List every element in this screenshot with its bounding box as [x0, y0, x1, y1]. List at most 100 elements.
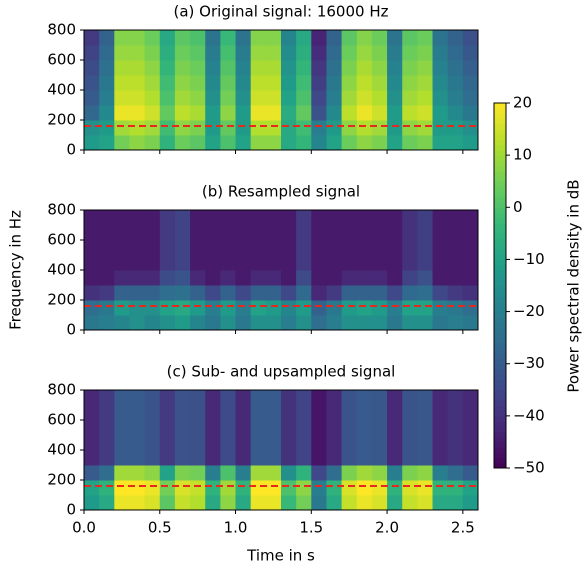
heatmap-cell: [190, 90, 206, 106]
heatmap-cell: [265, 390, 282, 406]
heatmap-cell: [220, 45, 237, 61]
heatmap-cell: [326, 30, 343, 46]
colorbar-swatch: [494, 342, 506, 349]
colorbar-tick-label: −20: [513, 302, 545, 320]
heatmap-cell: [144, 120, 161, 136]
heatmap-cell: [114, 60, 130, 76]
colorbar-swatch: [494, 259, 506, 266]
heatmap-cell: [144, 285, 161, 301]
heatmap-cell: [432, 435, 449, 451]
heatmap-cell: [99, 435, 115, 451]
heatmap-cell: [174, 495, 191, 511]
heatmap-cell: [432, 45, 449, 61]
colorbar-swatch: [494, 415, 506, 422]
heatmap-cell: [462, 435, 479, 451]
heatmap-cell: [371, 315, 388, 331]
heatmap-cell: [341, 300, 358, 316]
heatmap-cell: [99, 90, 115, 106]
heatmap-cell: [387, 105, 403, 121]
heatmap-cell: [462, 105, 479, 121]
x-tick-label: 1.0: [224, 519, 248, 537]
heatmap-cell: [190, 315, 206, 331]
heatmap-cell: [281, 285, 297, 301]
heatmap-cell: [84, 30, 100, 46]
heatmap-cell: [432, 405, 449, 421]
heatmap-cell: [296, 240, 312, 256]
heatmap-cell: [462, 120, 479, 136]
heatmap-cell: [84, 75, 100, 91]
heatmap-cell: [250, 225, 267, 241]
heatmap-cell: [387, 480, 403, 496]
colorbar-swatch: [494, 160, 506, 167]
heatmap-cell: [250, 315, 267, 331]
heatmap-cell: [281, 315, 297, 331]
colorbar-tick-label: −40: [513, 406, 545, 424]
colorbar-swatch: [494, 447, 506, 453]
heatmap-cell: [99, 255, 115, 271]
heatmap-cell: [356, 465, 373, 481]
colorbar-swatch: [494, 322, 506, 328]
panel-title: (b) Resampled signal: [202, 183, 360, 201]
heatmap-cell: [144, 45, 161, 61]
heatmap-cell: [265, 120, 282, 136]
heatmap-cell: [326, 75, 343, 91]
heatmap-cell: [326, 120, 343, 136]
heatmap-cell: [84, 255, 100, 271]
heatmap-cell: [235, 270, 252, 286]
heatmap-cell: [387, 240, 403, 256]
heatmap-cell: [205, 30, 221, 46]
heatmap-cell: [250, 255, 267, 271]
x-tick-label: 0.5: [148, 519, 172, 537]
heatmap-cell: [144, 30, 161, 46]
heatmap-cell: [462, 405, 479, 421]
heatmap-cell: [190, 120, 206, 136]
heatmap-cell: [265, 315, 282, 331]
heatmap-cell: [250, 105, 267, 121]
heatmap-cell: [220, 390, 237, 406]
heatmap-cell: [356, 285, 373, 301]
heatmap-cell: [417, 480, 434, 496]
heatmap-cell: [144, 390, 161, 406]
heatmap-cell: [417, 75, 434, 91]
heatmap-cell: [326, 480, 343, 496]
colorbar-swatch: [494, 238, 506, 245]
heatmap-cell: [311, 120, 327, 136]
colorbar-swatch: [494, 374, 506, 380]
heatmap-cell: [432, 495, 449, 511]
heatmap-cell: [447, 315, 464, 331]
heatmap-cell: [205, 390, 221, 406]
heatmap-cell: [356, 405, 373, 421]
heatmap-cell: [432, 420, 449, 436]
heatmap-cell: [159, 435, 176, 451]
heatmap-cell: [281, 225, 297, 241]
heatmap-cell: [402, 225, 418, 241]
heatmap-cell: [220, 60, 237, 76]
heatmap-cell: [220, 270, 237, 286]
heatmap-cell: [311, 60, 327, 76]
heatmap-cell: [432, 270, 449, 286]
heatmap-cell: [250, 450, 267, 466]
heatmap-cell: [432, 30, 449, 46]
heatmap-cell: [326, 240, 343, 256]
heatmap-cell: [190, 300, 206, 316]
colorbar-swatch: [494, 306, 506, 313]
colorbar-swatch: [494, 243, 506, 250]
heatmap-cell: [144, 135, 161, 151]
heatmap-cell: [432, 120, 449, 136]
heatmap-cell: [144, 300, 161, 316]
heatmap-cell: [296, 420, 312, 436]
heatmap-cell: [84, 60, 100, 76]
heatmap-cell: [356, 60, 373, 76]
heatmap-cell: [432, 315, 449, 331]
heatmap-cell: [341, 240, 358, 256]
heatmap-cell: [326, 300, 343, 316]
heatmap-cell: [462, 495, 479, 511]
heatmap-cell: [402, 120, 418, 136]
colorbar-swatch: [494, 222, 506, 229]
heatmap-cell: [387, 270, 403, 286]
heatmap-cell: [296, 450, 312, 466]
heatmap-cell: [220, 495, 237, 511]
heatmap-cell: [371, 90, 388, 106]
heatmap-cell: [387, 60, 403, 76]
heatmap-cell: [84, 285, 100, 301]
